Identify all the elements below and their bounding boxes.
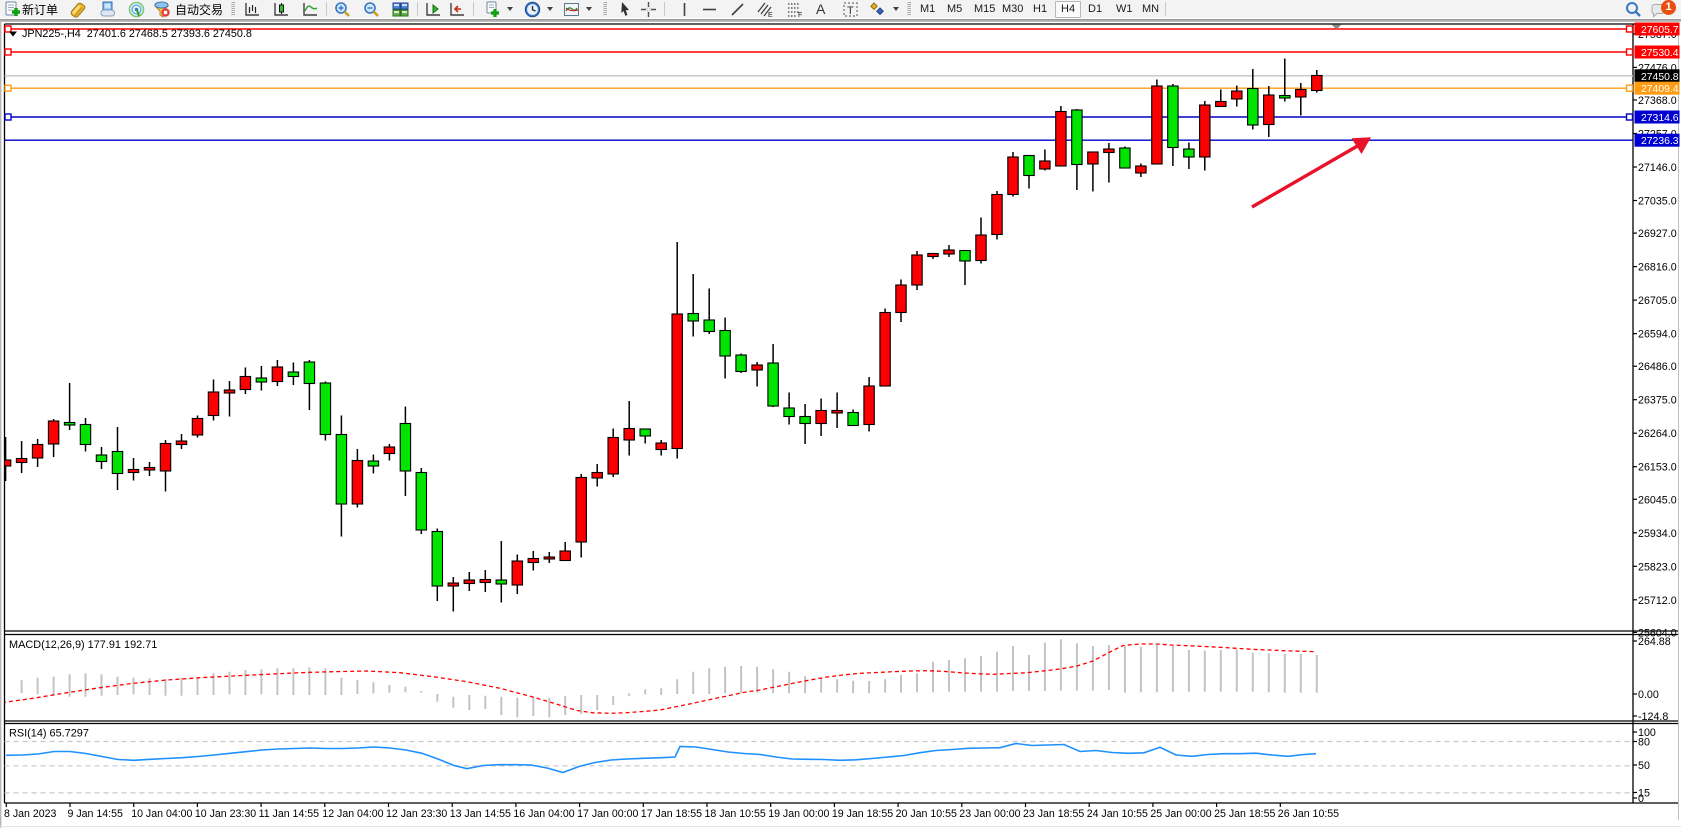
svg-text:10 Jan 04:00: 10 Jan 04:00 xyxy=(131,808,192,820)
svg-text:25712.0: 25712.0 xyxy=(1638,595,1677,607)
svg-text:50: 50 xyxy=(1638,760,1650,772)
svg-text:JPN225-,H4 27401.6 27468.5 27: JPN225-,H4 27401.6 27468.5 27393.6 27450… xyxy=(22,28,252,40)
svg-text:27450.8: 27450.8 xyxy=(1641,72,1679,83)
svg-text:27368.0: 27368.0 xyxy=(1638,95,1677,107)
svg-text:25 Jan 00:00: 25 Jan 00:00 xyxy=(1150,808,1211,820)
svg-text:10 Jan 23:30: 10 Jan 23:30 xyxy=(195,808,256,820)
svg-text:27146.0: 27146.0 xyxy=(1638,162,1677,174)
svg-text:26705.0: 26705.0 xyxy=(1638,295,1677,307)
svg-text:26264.0: 26264.0 xyxy=(1638,428,1677,440)
svg-text:24 Jan 10:55: 24 Jan 10:55 xyxy=(1087,808,1148,820)
svg-text:27605.7: 27605.7 xyxy=(1641,25,1679,36)
svg-text:11 Jan 14:55: 11 Jan 14:55 xyxy=(259,808,320,820)
svg-text:0.00: 0.00 xyxy=(1638,689,1659,701)
svg-text:20 Jan 10:55: 20 Jan 10:55 xyxy=(896,808,957,820)
svg-text:26045.0: 26045.0 xyxy=(1638,494,1677,506)
svg-text:12 Jan 04:00: 12 Jan 04:00 xyxy=(322,808,383,820)
svg-text:-124.8: -124.8 xyxy=(1638,711,1668,723)
svg-text:25934.0: 25934.0 xyxy=(1638,528,1677,540)
svg-text:13 Jan 14:55: 13 Jan 14:55 xyxy=(450,808,511,820)
svg-text:MACD(12,26,9) 177.91 192.71: MACD(12,26,9) 177.91 192.71 xyxy=(9,639,157,651)
svg-text:26486.0: 26486.0 xyxy=(1638,361,1677,373)
svg-text:26594.0: 26594.0 xyxy=(1638,329,1677,341)
svg-text:27035.0: 27035.0 xyxy=(1638,196,1677,208)
svg-text:RSI(14) 65.7297: RSI(14) 65.7297 xyxy=(9,728,89,740)
svg-text:27409.4: 27409.4 xyxy=(1641,84,1679,95)
svg-text:100: 100 xyxy=(1638,727,1656,739)
svg-text:8 Jan 2023: 8 Jan 2023 xyxy=(4,808,57,820)
svg-text:264.88: 264.88 xyxy=(1638,636,1671,648)
svg-text:26375.0: 26375.0 xyxy=(1638,395,1677,407)
svg-text:0: 0 xyxy=(1638,793,1644,805)
svg-text:80: 80 xyxy=(1638,737,1650,749)
svg-text:19 Jan 00:00: 19 Jan 00:00 xyxy=(768,808,829,820)
svg-text:F: F xyxy=(798,12,802,18)
svg-text:17 Jan 18:55: 17 Jan 18:55 xyxy=(641,808,702,820)
svg-text:16 Jan 04:00: 16 Jan 04:00 xyxy=(513,808,574,820)
svg-text:26153.0: 26153.0 xyxy=(1638,462,1677,474)
svg-text:25604.0: 25604.0 xyxy=(1638,627,1677,639)
svg-text:17 Jan 00:00: 17 Jan 00:00 xyxy=(577,808,638,820)
svg-text:12 Jan 23:30: 12 Jan 23:30 xyxy=(386,808,447,820)
svg-text:26816.0: 26816.0 xyxy=(1638,262,1677,274)
svg-text:23 Jan 18:55: 23 Jan 18:55 xyxy=(1023,808,1084,820)
svg-text:18 Jan 10:55: 18 Jan 10:55 xyxy=(705,808,766,820)
svg-text:23 Jan 00:00: 23 Jan 00:00 xyxy=(959,808,1020,820)
svg-text:25823.0: 25823.0 xyxy=(1638,561,1677,573)
svg-text:T: T xyxy=(847,5,854,17)
svg-text:19 Jan 18:55: 19 Jan 18:55 xyxy=(832,808,893,820)
svg-text:9 Jan 14:55: 9 Jan 14:55 xyxy=(68,808,123,820)
svg-text:26 Jan 10:55: 26 Jan 10:55 xyxy=(1278,808,1339,820)
svg-text:27530.4: 27530.4 xyxy=(1641,48,1679,59)
svg-text:15: 15 xyxy=(1638,788,1650,800)
svg-text:E: E xyxy=(768,12,773,18)
svg-text:27314.6: 27314.6 xyxy=(1641,113,1679,124)
svg-text:25 Jan 18:55: 25 Jan 18:55 xyxy=(1214,808,1275,820)
svg-text:26927.0: 26927.0 xyxy=(1638,228,1677,240)
svg-text:27236.3: 27236.3 xyxy=(1641,136,1679,147)
